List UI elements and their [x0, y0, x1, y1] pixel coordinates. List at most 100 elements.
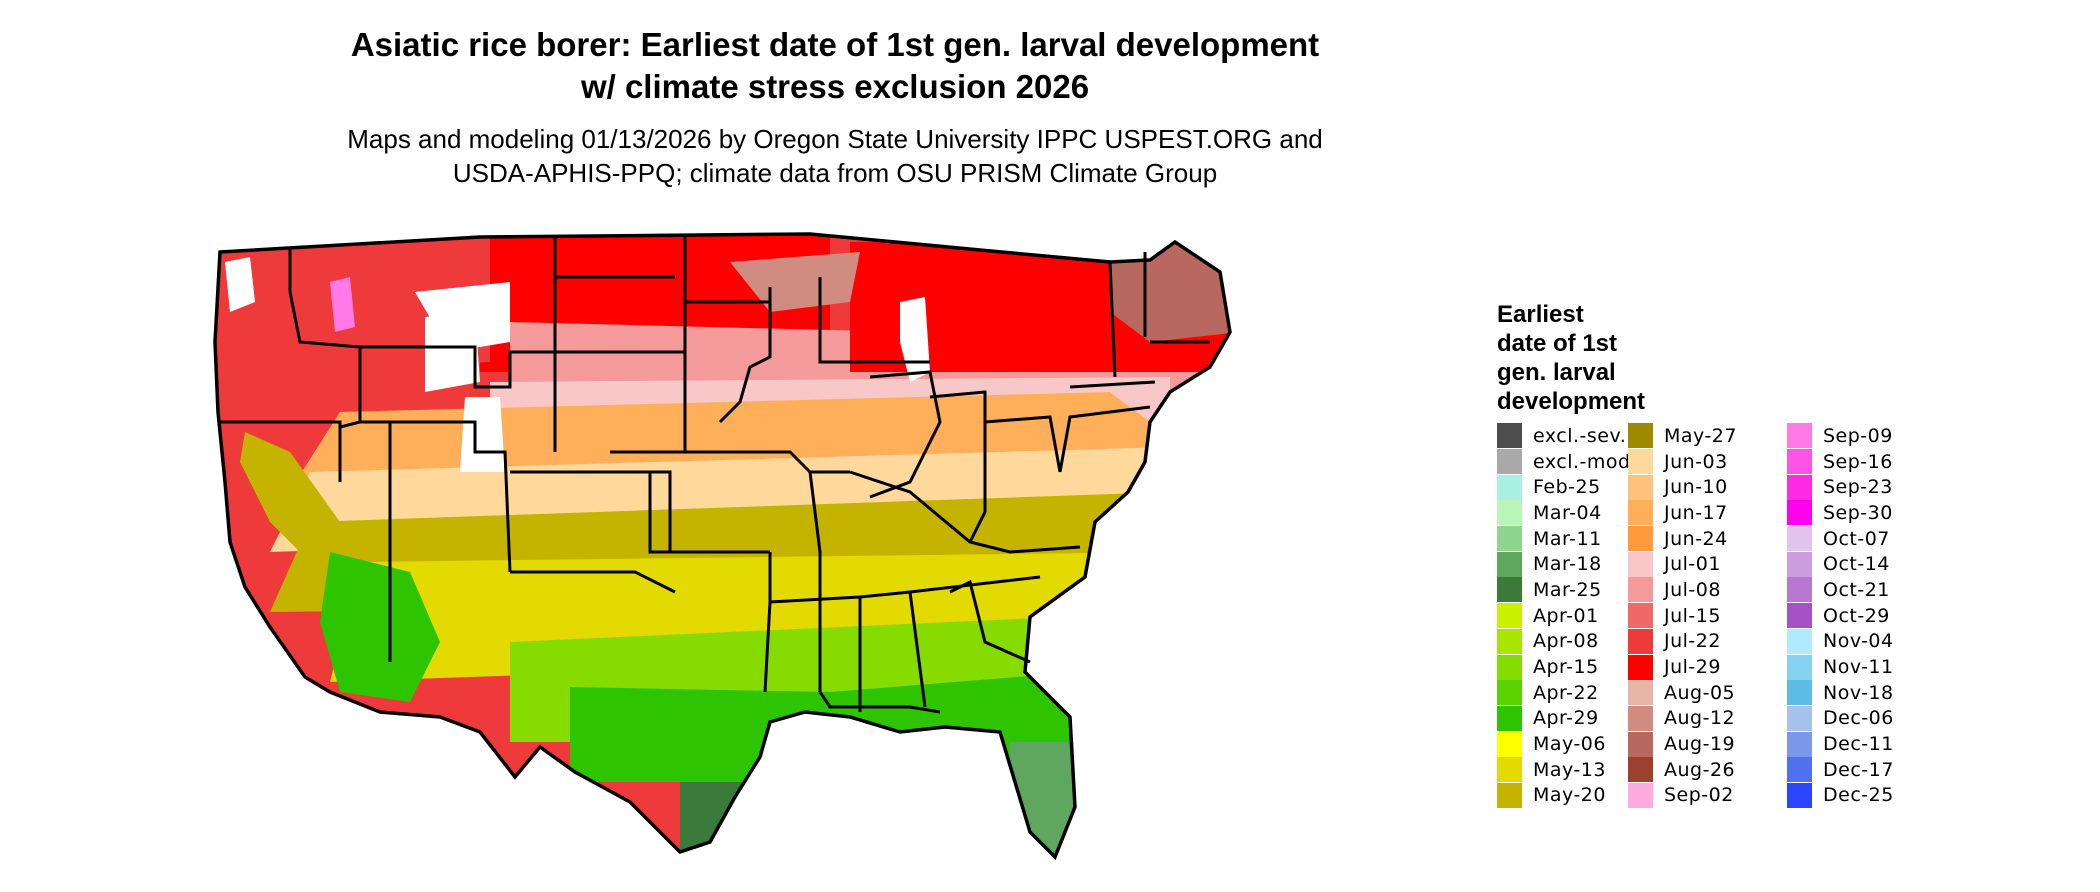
legend-item: Jul-15	[1628, 603, 1737, 629]
legend-label: Apr-08	[1533, 630, 1599, 653]
legend-item: May-06	[1497, 731, 1637, 757]
legend-swatch	[1497, 526, 1522, 552]
legend-label: Jun-24	[1664, 527, 1728, 550]
legend-label: Jul-29	[1664, 656, 1721, 679]
legend-label: May-20	[1533, 784, 1606, 807]
legend-item: May-27	[1628, 423, 1737, 449]
legend-swatch	[1497, 474, 1522, 500]
legend-label: Nov-11	[1823, 656, 1894, 679]
legend-label: May-06	[1533, 733, 1606, 756]
legend-item: excl.-sev.	[1497, 423, 1637, 449]
legend-item: Apr-08	[1497, 628, 1637, 655]
legend-swatch	[1497, 500, 1522, 526]
legend-item: Oct-07	[1787, 526, 1894, 552]
legend-item: Nov-18	[1787, 680, 1894, 706]
legend-label: Aug-26	[1664, 758, 1736, 781]
legend-item: Mar-11	[1497, 526, 1637, 552]
legend-swatch	[1497, 782, 1522, 808]
legend-swatch	[1787, 551, 1812, 577]
legend-swatch	[1628, 705, 1653, 731]
legend-item: Jul-29	[1628, 654, 1737, 680]
map-region-california-valley	[240, 432, 360, 582]
legend-swatch	[1628, 782, 1653, 808]
legend-swatch	[1787, 526, 1812, 552]
legend-item: Jun-24	[1628, 526, 1737, 552]
legend-item: excl.-mod.	[1497, 449, 1637, 475]
legend-swatch	[1628, 449, 1653, 475]
legend-item: Sep-16	[1787, 449, 1894, 475]
legend-swatch	[1497, 628, 1522, 654]
legend-swatch	[1787, 577, 1812, 603]
legend-title: Earliest date of 1st gen. larval develop…	[1497, 300, 1645, 416]
legend-label: Nov-04	[1823, 630, 1894, 653]
legend-swatch	[1628, 423, 1653, 449]
legend-item: Nov-11	[1787, 654, 1894, 680]
legend-swatch	[1628, 526, 1653, 552]
legend-swatch	[1787, 603, 1812, 629]
legend-swatch	[1628, 474, 1653, 500]
legend-item: Oct-29	[1787, 603, 1894, 629]
legend-swatch	[1628, 757, 1653, 783]
legend-item: May-20	[1497, 782, 1637, 809]
legend-label: Sep-09	[1823, 424, 1893, 447]
legend-label: Sep-23	[1823, 476, 1893, 499]
legend-swatch	[1787, 628, 1812, 654]
legend-label: Jun-17	[1664, 501, 1728, 524]
legend-swatch	[1497, 731, 1522, 757]
legend-label: Apr-15	[1533, 656, 1599, 679]
legend-item: Apr-01	[1497, 603, 1637, 629]
legend-swatch	[1497, 603, 1522, 629]
legend-title-line: Earliest	[1497, 301, 1584, 328]
legend-item: Nov-04	[1787, 628, 1894, 655]
legend-swatch	[1787, 680, 1812, 706]
legend-swatch	[1787, 500, 1812, 526]
legend-swatch	[1628, 577, 1653, 603]
legend-label: Oct-07	[1823, 527, 1890, 550]
legend-label: Jul-15	[1664, 604, 1721, 627]
legend-swatch	[1787, 782, 1812, 808]
legend-label: Mar-18	[1533, 553, 1602, 576]
legend-swatch	[1497, 705, 1522, 731]
legend-item: May-13	[1497, 757, 1637, 783]
legend-swatch	[1497, 680, 1522, 706]
legend-label: May-27	[1664, 424, 1737, 447]
map-region-cascade-white	[225, 257, 255, 312]
legend-item: Dec-11	[1787, 731, 1894, 757]
legend-label: Apr-01	[1533, 604, 1599, 627]
legend-label: Aug-19	[1664, 733, 1736, 756]
legend-title-line: development	[1497, 388, 1646, 415]
legend-label: Dec-11	[1823, 733, 1894, 756]
legend-label: Dec-17	[1823, 758, 1894, 781]
legend-item: Oct-14	[1787, 551, 1894, 577]
legend-label: May-13	[1533, 758, 1606, 781]
legend-item: Sep-23	[1787, 474, 1894, 500]
map-region-southwest-green	[320, 552, 440, 702]
legend-item: Sep-09	[1787, 423, 1894, 449]
legend-label: Dec-25	[1823, 784, 1894, 807]
legend-item: Aug-19	[1628, 731, 1737, 757]
legend-label: Jul-22	[1664, 630, 1721, 653]
legend-swatch	[1787, 654, 1812, 680]
map-region-great-lakes-aug	[730, 252, 860, 312]
legend-swatch	[1787, 474, 1812, 500]
map-region-new-england	[1110, 242, 1230, 342]
legend-item: Apr-29	[1497, 705, 1637, 732]
legend-title-line: date of 1st	[1497, 330, 1618, 357]
legend-item: Jun-03	[1628, 449, 1737, 475]
legend-item: Oct-21	[1787, 577, 1894, 603]
legend-item: Dec-06	[1787, 705, 1894, 732]
legend-item: Jun-17	[1628, 500, 1737, 526]
legend-item: Aug-26	[1628, 757, 1737, 783]
legend-label: excl.-mod.	[1533, 450, 1638, 473]
legend-swatch	[1628, 603, 1653, 629]
legend-label: Jun-03	[1664, 450, 1728, 473]
legend-swatch	[1787, 449, 1812, 475]
legend-swatch	[1628, 654, 1653, 680]
legend-label: Nov-18	[1823, 681, 1894, 704]
legend-swatch	[1628, 731, 1653, 757]
legend-label: Mar-11	[1533, 527, 1602, 550]
state-borders	[220, 234, 1210, 714]
legend-item: Mar-04	[1497, 500, 1637, 526]
legend-label: Dec-06	[1823, 707, 1894, 730]
legend-swatch	[1497, 551, 1522, 577]
